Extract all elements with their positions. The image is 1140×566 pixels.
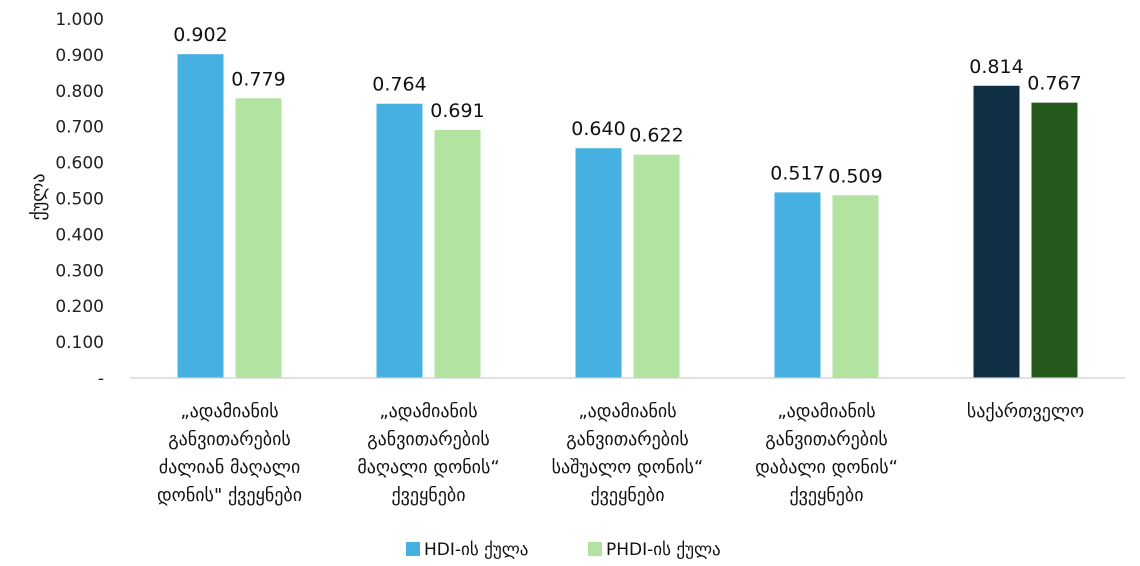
bar-phdi: [235, 98, 282, 379]
data-label: 0.622: [629, 125, 683, 147]
y-tick-label: 0.500: [55, 190, 104, 210]
x-category-label: „ადამიანის განვითარების დაბალი დონის“ ქვეყნ…: [755, 401, 898, 506]
bar-hdi: [774, 192, 821, 378]
legend-label-hdi: HDI-ის ქულა: [424, 540, 528, 560]
data-label: 0.691: [430, 100, 484, 122]
bar-phdi: [633, 154, 680, 378]
y-tick-label: 1.000: [55, 10, 104, 30]
legend: HDI-ის ქულა PHDI-ის ქულა: [406, 540, 721, 560]
y-tick-label: 0.400: [55, 225, 104, 245]
data-label: 0.902: [173, 24, 227, 46]
x-category-label: „ადამიანის განვითარების საშუალო დონის“ ქვეყ…: [552, 401, 704, 506]
y-tick-label: 0.100: [55, 333, 104, 353]
y-tick-label: -: [98, 369, 104, 389]
x-category-label: „ადამიანის განვითარების მაღალი დონის“ ქვეყნ…: [357, 401, 499, 506]
legend-label-phdi: PHDI-ის ქულა: [606, 540, 721, 560]
y-tick-label: 0.300: [55, 261, 104, 281]
y-tick-label: 0.900: [55, 46, 104, 66]
legend-swatch-phdi: [588, 542, 602, 556]
data-label: 0.767: [1027, 73, 1081, 95]
x-axis: „ადამიანის განვითარების ძალიან მაღალი დონის…: [130, 377, 1125, 506]
data-label: 0.517: [770, 162, 824, 184]
data-label: 0.814: [969, 56, 1023, 78]
y-axis-title: ქულა: [28, 174, 49, 221]
y-tick-label: 0.600: [55, 154, 104, 174]
y-tick-label: 0.200: [55, 297, 104, 317]
data-label: 0.640: [571, 118, 625, 140]
data-label: 0.764: [372, 74, 426, 96]
bar-hdi: [973, 85, 1020, 379]
bar-phdi: [1031, 102, 1078, 378]
bar-phdi: [832, 195, 879, 378]
data-label: 0.509: [828, 165, 882, 187]
y-tick-label: 0.700: [55, 118, 104, 138]
y-axis: - 0.100 0.200 0.300 0.400 0.500 0.600 0.700 0.80…: [55, 10, 104, 389]
bar-hdi: [177, 54, 224, 378]
x-category-label: „ადამიანის განვითარების ძალიან მაღალი დონის…: [157, 401, 302, 506]
bar-phdi: [434, 129, 481, 378]
data-label: 0.779: [231, 68, 285, 90]
bar-hdi: [575, 148, 622, 378]
legend-swatch-hdi: [406, 542, 420, 556]
x-category-label: საქართველო: [967, 401, 1084, 422]
y-tick-label: 0.800: [55, 82, 104, 102]
bar-hdi: [376, 103, 423, 378]
bars: [177, 54, 1078, 379]
